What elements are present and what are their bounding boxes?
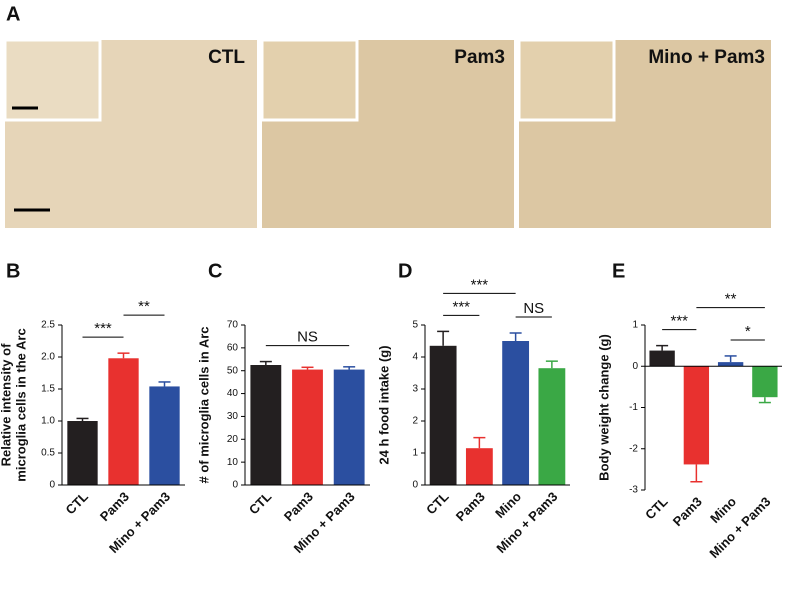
x-tick-label: CTL [63, 489, 92, 518]
y-tick-label: 30 [227, 411, 239, 422]
image-label: Mino + Pam3 [648, 47, 765, 68]
y-axis-label: 24 h food intake (g) [376, 345, 391, 464]
micrograph [517, 38, 771, 228]
y-axis-label: microglia cells in the Arc [13, 328, 28, 481]
bar [429, 345, 457, 485]
y-tick-label: 40 [227, 388, 239, 399]
significance-label: *** [471, 276, 489, 293]
x-tick-label: CTL [642, 494, 671, 523]
significance-label: NS [297, 329, 318, 346]
bar [67, 421, 98, 485]
significance-label: NS [523, 300, 544, 317]
significance-label: * [745, 323, 751, 340]
y-tick-label: 0 [632, 361, 638, 372]
image-label: CTL [208, 47, 245, 68]
x-tick-label: Mino [492, 489, 524, 521]
bar [502, 341, 530, 485]
y-tick-label: -2 [629, 443, 638, 454]
significance-label: *** [452, 298, 470, 315]
y-tick-label: 2.0 [41, 352, 55, 363]
y-tick-label: 1 [632, 320, 638, 331]
y-tick-label: 0 [412, 480, 418, 491]
y-tick-label: 20 [227, 434, 239, 445]
y-tick-label: 5 [412, 320, 418, 331]
x-tick-label: Pam3 [670, 494, 705, 529]
y-tick-label: 2 [412, 416, 418, 427]
bar [683, 366, 710, 465]
x-tick-label: Pam3 [453, 489, 488, 524]
micrograph [260, 38, 514, 228]
significance-label: ** [138, 298, 150, 315]
panel-label: C [208, 260, 222, 282]
micrograph [3, 38, 257, 228]
panel-label: B [6, 260, 20, 282]
y-tick-label: 3 [412, 384, 418, 395]
y-tick-label: 50 [227, 365, 239, 376]
y-tick-label: 10 [227, 457, 239, 468]
y-axis-label: Body weight change (g) [596, 334, 611, 481]
y-tick-label: 1 [412, 448, 418, 459]
x-tick-label: CTL [423, 489, 452, 518]
panel-label: E [612, 260, 625, 282]
bar [649, 350, 675, 367]
image-label: Pam3 [454, 47, 505, 68]
bar [465, 448, 493, 485]
y-tick-label: 2.5 [41, 320, 55, 331]
bar [108, 358, 139, 485]
y-tick-label: 4 [412, 352, 418, 363]
x-tick-label: Pam3 [281, 489, 316, 524]
bar [752, 366, 778, 398]
bar [292, 369, 323, 485]
y-tick-label: 60 [227, 342, 239, 353]
panel-label: A [6, 3, 20, 25]
significance-label: *** [670, 313, 688, 330]
y-tick-label: 70 [227, 320, 239, 331]
bar [538, 368, 566, 485]
significance-label: ** [725, 291, 737, 308]
y-axis-label: # of microglia cells in Arc [196, 326, 211, 483]
significance-label: *** [94, 320, 112, 337]
y-tick-label: 0 [232, 480, 238, 491]
y-tick-label: 1.5 [41, 384, 55, 395]
x-tick-label: CTL [246, 489, 275, 518]
y-tick-label: 1.0 [41, 416, 55, 427]
y-axis-label: Relative intensity of [0, 343, 13, 466]
y-tick-label: 0 [49, 480, 55, 491]
bar [717, 362, 744, 367]
x-tick-label: Mino + Pam3 [706, 494, 773, 561]
bar [250, 365, 282, 485]
bar [333, 369, 365, 485]
y-tick-label: 0.5 [41, 448, 55, 459]
panel-label: D [398, 260, 412, 282]
x-tick-label: Pam3 [97, 489, 132, 524]
bar [149, 386, 180, 485]
y-tick-label: -3 [629, 485, 638, 496]
y-tick-label: -1 [629, 402, 638, 413]
